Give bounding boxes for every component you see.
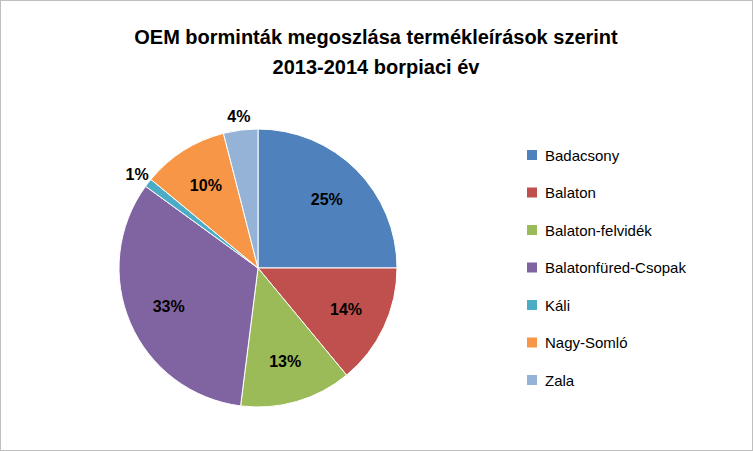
legend-label: Nagy-Somló	[545, 334, 628, 351]
pie-slice	[223, 129, 258, 268]
legend-swatch	[527, 225, 537, 235]
legend: Badacsony Balaton Balaton-felvidék Balatonf…	[527, 147, 686, 389]
data-label: 33%	[153, 298, 185, 315]
legend-label: Badacsony	[545, 147, 620, 164]
data-label: 25%	[311, 191, 343, 208]
data-label: 13%	[269, 353, 301, 370]
data-label: 4%	[227, 108, 250, 125]
legend-label: Káli	[545, 297, 570, 314]
legend-item: Badacsony	[527, 147, 620, 164]
legend-item: Balaton-felvidék	[527, 222, 652, 239]
legend-item: Zala	[527, 372, 575, 389]
chart-frame	[1, 1, 753, 451]
legend-label: Balaton	[545, 184, 596, 201]
legend-swatch	[527, 263, 537, 273]
data-labels: 25% 14% 13% 33% 1% 10% 4%	[126, 108, 362, 370]
legend-swatch	[527, 338, 537, 348]
legend-swatch	[527, 188, 537, 198]
legend-label: Zala	[545, 372, 575, 389]
data-label: 14%	[330, 301, 362, 318]
pie	[119, 129, 397, 407]
legend-swatch	[527, 375, 537, 385]
legend-item: Káli	[527, 297, 570, 314]
legend-item: Balatonfüred-Csopak	[527, 259, 686, 276]
subtitle: 2013-2014 borpiaci év	[273, 56, 481, 78]
legend-swatch	[527, 300, 537, 310]
legend-item: Balaton	[527, 184, 596, 201]
title: OEM borminták megoszlása termékleírások …	[134, 26, 618, 48]
pie-slice	[241, 268, 347, 407]
legend-item: Nagy-Somló	[527, 334, 628, 351]
legend-label: Balatonfüred-Csopak	[545, 259, 686, 276]
legend-swatch	[527, 150, 537, 160]
legend-label: Balaton-felvidék	[545, 222, 652, 239]
pie-slice	[258, 129, 397, 268]
data-label: 1%	[126, 166, 149, 183]
chart: OEM borminták megoszlása termékleírások …	[0, 0, 753, 451]
data-label: 10%	[190, 177, 222, 194]
